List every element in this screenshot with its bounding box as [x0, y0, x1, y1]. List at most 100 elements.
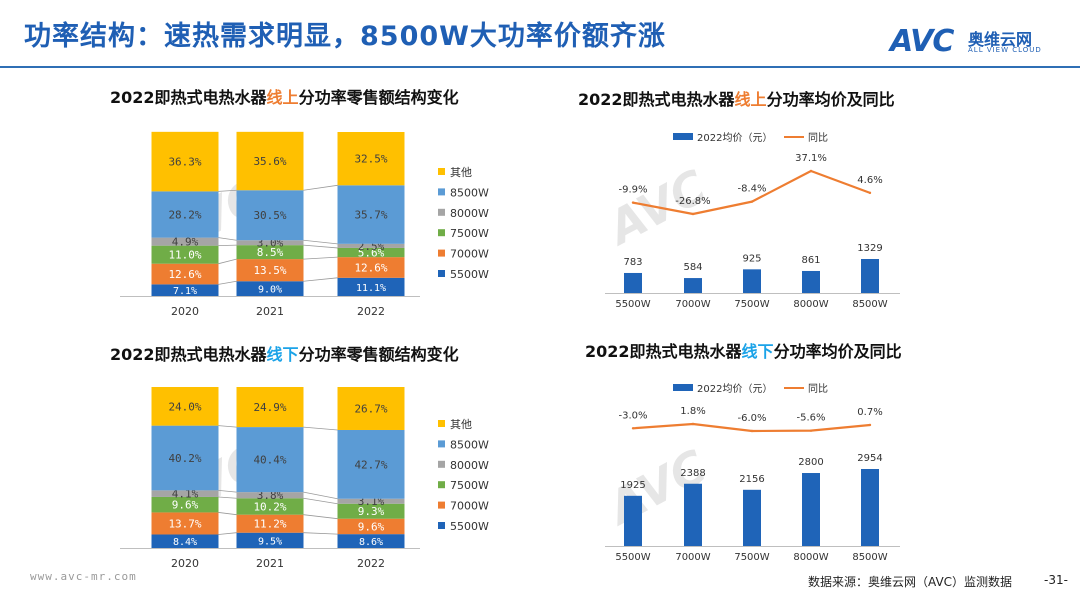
offline_structure-label-其他-2021: 24.9% — [253, 401, 286, 414]
offline_price-yoy-label-8000W: -5.6% — [796, 413, 825, 424]
offline_structure-bar-8000W-2022 — [337, 498, 405, 504]
online_price-bar-7500W — [743, 269, 761, 293]
offline_structure-legend-其他: 其他 — [450, 418, 472, 431]
online_structure-label-7000W-2020: 12.6% — [168, 268, 201, 281]
offline_price-bar-label-5500W: 1925 — [620, 480, 645, 491]
offline_structure-label-5500W-2020: 8.4% — [173, 537, 197, 548]
offline_structure-bar-5500W-2021 — [236, 532, 304, 548]
offline_structure-legend-8000W: 8000W — [450, 459, 489, 472]
offline_price-legend-yoy: 同比 — [808, 383, 828, 395]
online_structure-connector-7000W — [218, 258, 237, 265]
online_structure-connector-7000W — [303, 256, 338, 260]
online_structure-connector-5500W — [303, 277, 338, 282]
online_price-yoy-point-7500W — [750, 200, 754, 203]
online_structure-bar-8000W-2021 — [236, 240, 304, 246]
online_price-bar-8500W — [861, 259, 879, 293]
online_structure-bar-5500W-2020 — [151, 284, 219, 296]
offline_structure-bar-8500W-2020 — [151, 425, 219, 491]
offline_structure-label-8500W-2022: 42.7% — [354, 458, 387, 471]
offline_structure-label-8000W-2020: 4.1% — [172, 488, 199, 501]
online_structure-category-2022: 2022 — [357, 305, 385, 318]
offline_structure-bar-8500W-2022 — [337, 429, 405, 499]
online_structure-bar-7500W-2021 — [236, 245, 304, 260]
offline_structure-label-8500W-2021: 40.4% — [253, 454, 286, 467]
online_structure-legend-其他: 其他 — [450, 166, 472, 179]
online_price-legend-price: 2022均价（元） — [697, 132, 772, 144]
online_price-yoy-label-7000W: -26.8% — [675, 196, 710, 207]
online_price-yoy-label-5500W: -9.9% — [618, 185, 647, 196]
online_structure-connector-8500W — [303, 184, 338, 191]
offline_structure-connector-8000W — [218, 489, 237, 493]
online_price-yoy-point-8000W — [809, 169, 813, 173]
offline_structure-label-7500W-2022: 9.3% — [358, 505, 385, 518]
offline_price-bar-8000W — [802, 473, 820, 546]
online_price-bar-8000W — [802, 270, 820, 293]
online_structure-label-8500W-2020: 28.2% — [168, 208, 201, 221]
online_structure-category-2021: 2021 — [256, 305, 284, 318]
title-divider — [0, 66, 1080, 68]
online_structure-bar-其他-2022 — [337, 132, 405, 186]
online_price-bar-label-7000W: 584 — [683, 262, 702, 273]
online_structure-bar-7000W-2021 — [236, 259, 304, 282]
online_structure-label-其他-2021: 35.6% — [253, 155, 286, 168]
offline_price-yoy-point-5500W — [631, 427, 635, 430]
offline_structure-bar-7000W-2020 — [151, 512, 219, 535]
offline_structure-legend-7500W: 7500W — [450, 479, 489, 492]
online-price-title-pre: 2022即热式电热水器 — [578, 90, 735, 109]
footer-url: www.avc-mr.com — [30, 570, 137, 583]
offline-price-title-post: 分功率均价及同比 — [773, 342, 902, 361]
online-price-title-post: 分功率均价及同比 — [766, 90, 895, 109]
offline_structure-bar-其他-2022 — [337, 387, 405, 430]
offline_structure-label-其他-2022: 26.7% — [354, 402, 387, 415]
offline_structure-label-5500W-2021: 9.5% — [258, 536, 282, 547]
offline_structure-legend-swatch-7500W — [438, 481, 445, 489]
online_structure-connector-7500W — [303, 244, 338, 249]
offline_structure-label-5500W-2022: 8.6% — [359, 537, 383, 548]
online_structure-connector-8500W — [218, 189, 237, 192]
online_structure-label-5500W-2022: 11.1% — [356, 283, 386, 294]
offline_price-yoy-point-8500W — [868, 423, 872, 427]
online_structure-legend-7500W: 7500W — [450, 227, 489, 240]
online_price-bar-label-8500W: 1329 — [857, 243, 882, 254]
online_structure-legend-swatch-其他 — [438, 168, 445, 175]
offline_structure-connector-7000W — [303, 514, 338, 520]
offline_structure-connector-7000W — [218, 512, 237, 516]
offline_structure-legend-swatch-5500W — [438, 522, 445, 529]
logo-english-name: ALL VIEW CLOUD — [968, 46, 1042, 54]
online_structure-label-8500W-2021: 30.5% — [253, 209, 286, 222]
online_structure-bar-8000W-2020 — [151, 237, 219, 246]
online_structure-legend-8000W: 8000W — [450, 207, 489, 220]
offline_price-bar-5500W — [624, 495, 642, 546]
offline_structure-bar-7000W-2022 — [337, 518, 405, 535]
online-price-title: 2022即热式电热水器线上分功率均价及同比 — [578, 86, 895, 110]
offline_structure-category-2020: 2020 — [171, 557, 199, 570]
offline_structure-connector-8000W — [303, 491, 338, 500]
online_structure-legend-swatch-8500W — [438, 188, 445, 196]
offline-structure-title-pre: 2022即热式电热水器 — [110, 345, 267, 364]
online_structure-label-5500W-2020: 7.1% — [173, 286, 197, 297]
online_structure-label-其他-2020: 36.3% — [168, 156, 201, 169]
offline_structure-connector-7500W — [218, 496, 237, 499]
online_price-category-7000W: 7000W — [675, 299, 710, 310]
offline-price-title-highlight: 线下 — [741, 342, 774, 361]
offline_price-legend-swatch-price — [673, 384, 693, 391]
offline_structure-label-7000W-2021: 11.2% — [253, 518, 286, 531]
online-structure-title-post: 分功率零售额结构变化 — [298, 88, 459, 107]
offline_structure-connector-7500W — [303, 497, 338, 505]
offline_structure-bar-8500W-2021 — [236, 427, 304, 493]
online_structure-bar-7000W-2020 — [151, 263, 219, 285]
online_structure-legend-8500W: 8500W — [450, 186, 489, 199]
online_structure-label-其他-2022: 32.5% — [354, 153, 387, 166]
online_structure-bar-8500W-2022 — [337, 185, 405, 244]
page-number: -31- — [1044, 573, 1068, 587]
offline_price-bar-label-7500W: 2156 — [739, 474, 764, 485]
online_structure-connector-8000W — [303, 239, 338, 245]
online_price-yoy-label-8000W: 37.1% — [795, 153, 827, 164]
offline_structure-bar-5500W-2022 — [337, 534, 405, 548]
offline_structure-connector-5500W — [303, 532, 338, 535]
offline-structure-title-highlight: 线下 — [266, 345, 299, 364]
online_structure-bar-8500W-2021 — [236, 190, 304, 241]
online_structure-bar-其他-2021 — [236, 131, 304, 191]
offline_price-legend-price: 2022均价（元） — [697, 383, 772, 395]
offline_structure-label-7500W-2021: 10.2% — [253, 500, 286, 513]
